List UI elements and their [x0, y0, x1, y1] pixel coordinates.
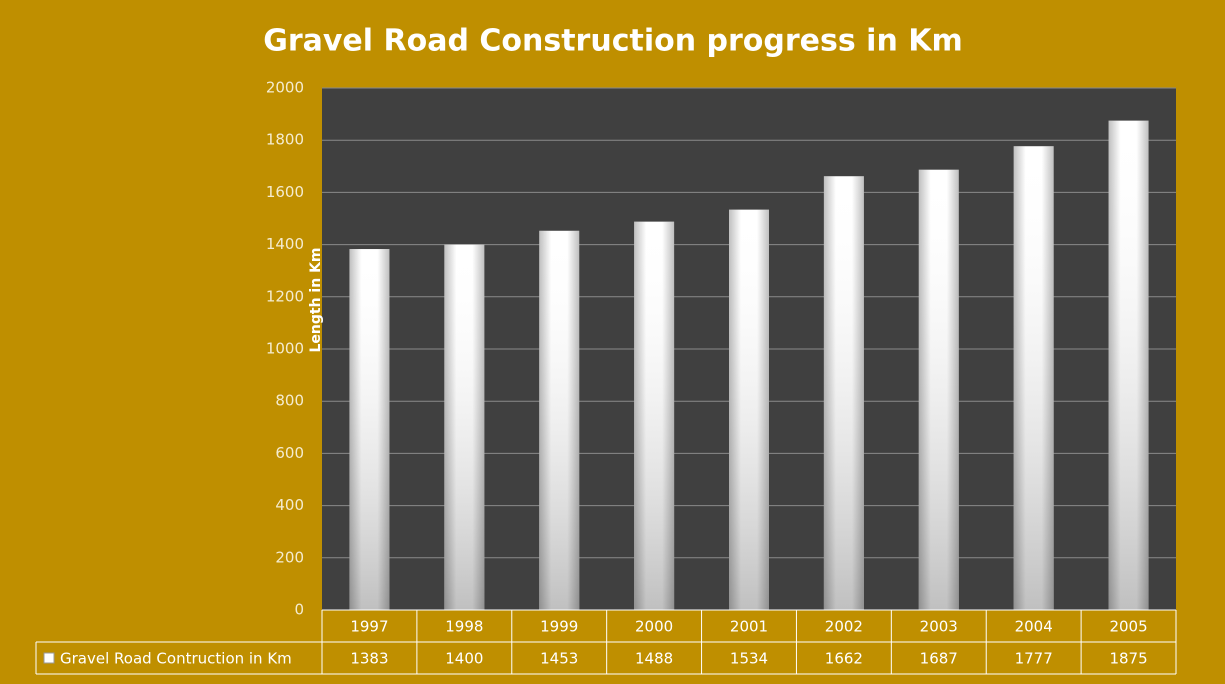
bar-shade	[444, 244, 485, 610]
y-axis-label: Length in Km	[308, 247, 324, 352]
bar-shade	[539, 230, 580, 610]
bar-group	[729, 209, 769, 610]
y-tick-label: 1600	[266, 183, 304, 201]
table-value: 1534	[730, 650, 768, 668]
table-value: 1453	[540, 650, 578, 668]
bar-group	[1013, 146, 1054, 610]
bar-shade	[1013, 146, 1054, 610]
y-tick-label: 400	[275, 496, 304, 514]
bar-shade	[918, 169, 959, 610]
bar-group	[444, 244, 485, 610]
x-tick-label: 2005	[1109, 618, 1147, 636]
bar-shade	[1108, 120, 1149, 610]
table-value: 1400	[445, 650, 483, 668]
y-tick-label: 600	[275, 444, 304, 462]
legend-label: Gravel Road Contruction in Km	[60, 650, 292, 668]
bar-group	[349, 249, 390, 611]
x-tick-label: 1999	[540, 618, 578, 636]
table-value: 1662	[825, 650, 863, 668]
table-value: 1687	[920, 650, 958, 668]
y-tick-label: 1400	[266, 235, 304, 253]
y-tick-label: 1800	[266, 131, 304, 149]
y-tick-label: 1200	[266, 287, 304, 305]
x-tick-label: 2002	[825, 618, 863, 636]
y-tick-label: 800	[275, 392, 304, 410]
y-tick-label: 0	[294, 601, 304, 619]
x-tick-label: 2000	[635, 618, 673, 636]
x-tick-label: 2001	[730, 618, 768, 636]
table-value: 1777	[1015, 650, 1053, 668]
y-tick-label: 200	[275, 548, 304, 566]
x-tick-label: 1997	[350, 618, 388, 636]
legend-swatch	[43, 652, 55, 664]
x-tick-label: 2003	[920, 618, 958, 636]
bar-shade	[729, 209, 769, 610]
bar-group	[918, 169, 959, 610]
bar-shade	[349, 249, 390, 611]
y-tick-label: 1000	[266, 340, 304, 358]
bar-group	[634, 221, 675, 610]
x-tick-label: 1998	[445, 618, 483, 636]
bar-shade	[823, 176, 864, 610]
bar-group	[539, 230, 580, 610]
y-tick-label: 2000	[266, 79, 304, 97]
table-value: 1488	[635, 650, 673, 668]
table-value: 1383	[350, 650, 388, 668]
x-tick-label: 2004	[1015, 618, 1053, 636]
bar-group	[823, 176, 864, 610]
bar-group	[1108, 120, 1149, 610]
table-value: 1875	[1109, 650, 1147, 668]
bar-shade	[634, 221, 675, 610]
chart-title: Gravel Road Construction progress in Km	[263, 24, 963, 59]
